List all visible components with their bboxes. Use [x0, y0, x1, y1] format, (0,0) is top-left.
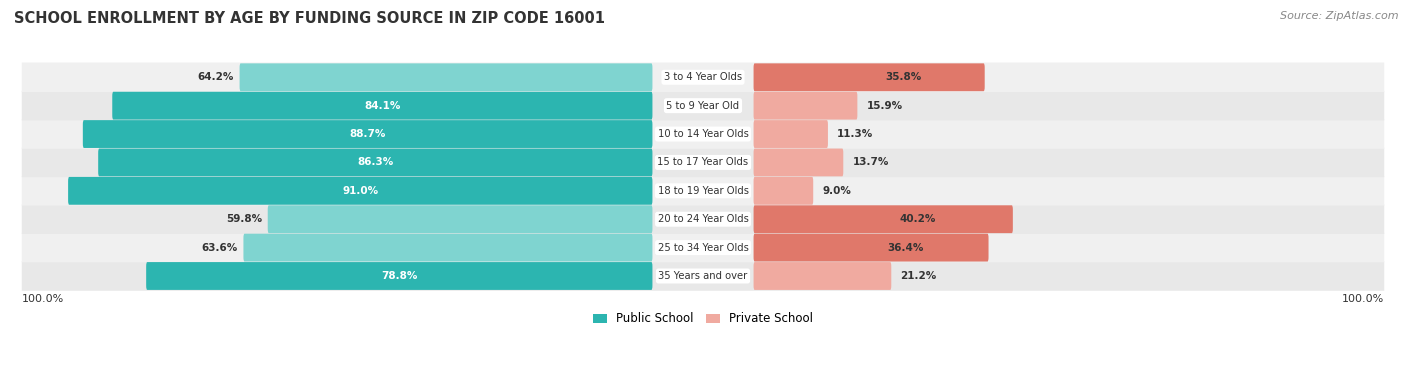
FancyBboxPatch shape: [83, 120, 652, 148]
Text: 21.2%: 21.2%: [901, 271, 936, 281]
Text: 91.0%: 91.0%: [342, 186, 378, 196]
Text: 25 to 34 Year Olds: 25 to 34 Year Olds: [658, 243, 748, 253]
Text: 84.1%: 84.1%: [364, 101, 401, 111]
Text: 15.9%: 15.9%: [866, 101, 903, 111]
Legend: Public School, Private School: Public School, Private School: [589, 309, 817, 329]
Text: 35.8%: 35.8%: [886, 72, 922, 82]
FancyBboxPatch shape: [754, 205, 1012, 233]
FancyBboxPatch shape: [754, 234, 988, 262]
Text: 86.3%: 86.3%: [357, 158, 394, 167]
Text: 11.3%: 11.3%: [837, 129, 873, 139]
FancyBboxPatch shape: [67, 177, 652, 205]
FancyBboxPatch shape: [21, 119, 1385, 149]
FancyBboxPatch shape: [21, 148, 1385, 177]
FancyBboxPatch shape: [243, 234, 652, 262]
Text: 36.4%: 36.4%: [887, 243, 924, 253]
FancyBboxPatch shape: [21, 233, 1385, 262]
FancyBboxPatch shape: [754, 120, 828, 148]
Text: 78.8%: 78.8%: [381, 271, 418, 281]
Text: 15 to 17 Year Olds: 15 to 17 Year Olds: [658, 158, 748, 167]
Text: 35 Years and over: 35 Years and over: [658, 271, 748, 281]
FancyBboxPatch shape: [21, 63, 1385, 92]
FancyBboxPatch shape: [754, 63, 984, 91]
FancyBboxPatch shape: [146, 262, 652, 290]
Text: 18 to 19 Year Olds: 18 to 19 Year Olds: [658, 186, 748, 196]
Text: SCHOOL ENROLLMENT BY AGE BY FUNDING SOURCE IN ZIP CODE 16001: SCHOOL ENROLLMENT BY AGE BY FUNDING SOUR…: [14, 11, 605, 26]
FancyBboxPatch shape: [754, 149, 844, 176]
Text: 9.0%: 9.0%: [823, 186, 852, 196]
FancyBboxPatch shape: [21, 261, 1385, 291]
FancyBboxPatch shape: [21, 176, 1385, 205]
FancyBboxPatch shape: [754, 262, 891, 290]
FancyBboxPatch shape: [21, 204, 1385, 234]
FancyBboxPatch shape: [267, 205, 652, 233]
Text: 63.6%: 63.6%: [201, 243, 238, 253]
FancyBboxPatch shape: [754, 92, 858, 120]
Text: 59.8%: 59.8%: [226, 214, 262, 224]
Text: 100.0%: 100.0%: [1341, 294, 1384, 303]
Text: 20 to 24 Year Olds: 20 to 24 Year Olds: [658, 214, 748, 224]
Text: 5 to 9 Year Old: 5 to 9 Year Old: [666, 101, 740, 111]
FancyBboxPatch shape: [98, 149, 652, 176]
FancyBboxPatch shape: [112, 92, 652, 120]
Text: 3 to 4 Year Olds: 3 to 4 Year Olds: [664, 72, 742, 82]
FancyBboxPatch shape: [754, 177, 813, 205]
Text: 10 to 14 Year Olds: 10 to 14 Year Olds: [658, 129, 748, 139]
Text: 88.7%: 88.7%: [350, 129, 385, 139]
Text: 100.0%: 100.0%: [22, 294, 65, 303]
Text: 64.2%: 64.2%: [197, 72, 233, 82]
Text: Source: ZipAtlas.com: Source: ZipAtlas.com: [1281, 11, 1399, 21]
Text: 40.2%: 40.2%: [900, 214, 936, 224]
Text: 13.7%: 13.7%: [852, 158, 889, 167]
FancyBboxPatch shape: [239, 63, 652, 91]
FancyBboxPatch shape: [21, 91, 1385, 120]
